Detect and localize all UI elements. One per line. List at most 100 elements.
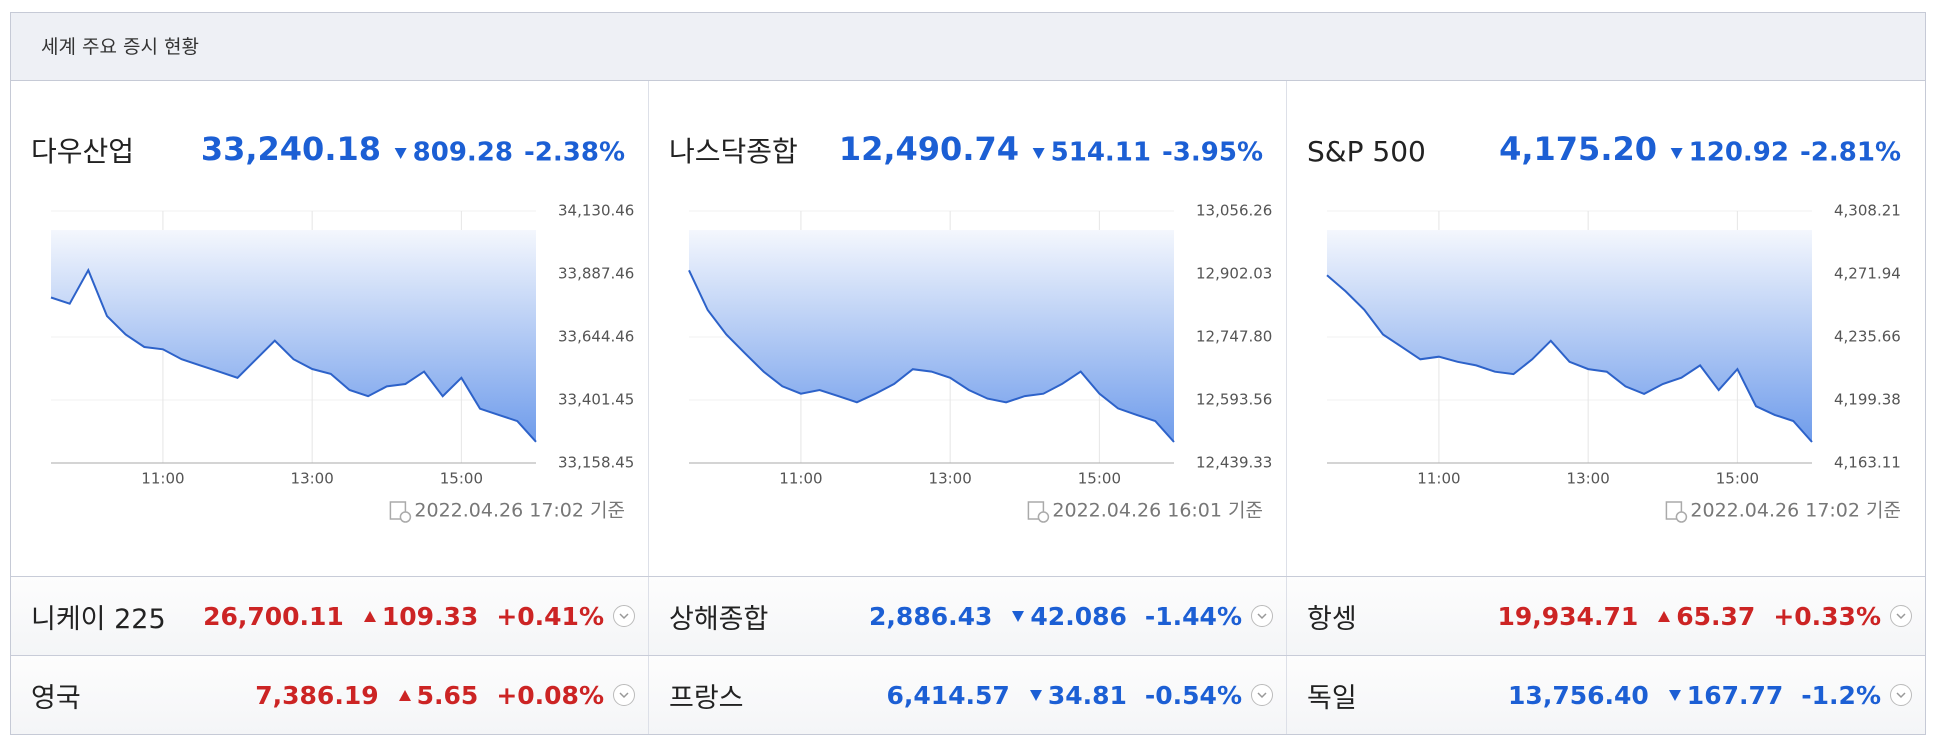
index-panel: 나스닥종합 12,490.74 -3.95% 514.11 13,056.26 12,90… bbox=[649, 81, 1287, 576]
y-tick-label: 33,401.45 bbox=[558, 391, 634, 409]
expand-button[interactable] bbox=[1889, 683, 1913, 707]
index-value: 12,490.74 bbox=[839, 130, 1019, 168]
market-value: 26,700.11 bbox=[203, 601, 344, 631]
market-name: 항셍 bbox=[1307, 603, 1357, 635]
index-name: S&P 500 bbox=[1307, 135, 1426, 168]
x-tick-label: 15:00 bbox=[440, 470, 483, 488]
market-value: 13,756.40 bbox=[1508, 680, 1649, 710]
expand-circle bbox=[1251, 684, 1273, 706]
expand-chevron bbox=[1896, 613, 1906, 620]
direction-icon bbox=[1012, 611, 1025, 622]
index-chart: 나스닥종합 12,490.74 -3.95% 514.11 13,056.26 12,90… bbox=[669, 130, 1272, 523]
expand-chevron bbox=[619, 613, 629, 620]
expand-chevron bbox=[619, 692, 629, 699]
y-tick-label: 4,308.21 bbox=[1834, 202, 1901, 220]
market-change: 109.33 bbox=[381, 601, 479, 631]
area bbox=[1327, 230, 1812, 442]
index-chart: 다우산업 33,240.18 -2.38% 809.28 34,130.46 33,887… bbox=[31, 130, 634, 523]
expand-button[interactable] bbox=[1889, 604, 1913, 628]
index-value: 4,175.20 bbox=[1499, 130, 1657, 168]
market-cell: 니케이 225 26,700.11 109.33 +0.41% bbox=[11, 577, 649, 655]
y-tick-label: 4,199.38 bbox=[1834, 391, 1901, 409]
clock-icon bbox=[399, 511, 412, 523]
clock-icon bbox=[1027, 501, 1045, 520]
as-of-time: 2022.04.26 17:02 기준 bbox=[1690, 500, 1901, 522]
market-change-pct: -0.54% bbox=[1144, 680, 1242, 710]
market-quote: 2,886.43 42.086 -1.44% bbox=[863, 602, 1242, 631]
y-tick-label: 33,644.46 bbox=[558, 327, 634, 345]
market-change: 65.37 bbox=[1676, 601, 1756, 631]
index-change-pct: -2.38% bbox=[524, 138, 625, 168]
index-change-pct: -2.81% bbox=[1800, 138, 1901, 168]
expand-button[interactable] bbox=[1250, 683, 1274, 707]
x-tick-label: 13:00 bbox=[1567, 470, 1610, 488]
market-row: 영국 7,386.19 5.65 +0.08% 프랑스 6,414.57 34.81 -0.5… bbox=[11, 655, 1925, 734]
expand-circle bbox=[613, 605, 635, 627]
up-arrow bbox=[398, 690, 411, 701]
market-change: 42.086 bbox=[1030, 601, 1127, 631]
x-tick-label: 15:00 bbox=[1078, 470, 1121, 488]
y-tick-label: 4,235.66 bbox=[1834, 328, 1901, 346]
down-arrow bbox=[1670, 148, 1683, 159]
index-change: 809.28 bbox=[413, 138, 513, 168]
as-of-time: 2022.04.26 16:01 기준 bbox=[1052, 500, 1263, 522]
direction-icon bbox=[1658, 611, 1671, 622]
expand-chevron bbox=[1257, 692, 1267, 699]
market-value: 19,934.71 bbox=[1497, 601, 1639, 631]
market-name: 독일 bbox=[1307, 682, 1357, 714]
clock-icon bbox=[1665, 501, 1683, 520]
market-change-pct: -1.2% bbox=[1801, 680, 1881, 710]
down-arrow bbox=[1012, 611, 1025, 622]
index-value: 33,240.18 bbox=[201, 130, 381, 168]
index-panel: S&P 500 4,175.20 -2.81% 120.92 4,308.21 4,271… bbox=[1287, 81, 1925, 576]
expand-circle bbox=[1890, 605, 1912, 627]
expand-button[interactable] bbox=[1250, 604, 1274, 628]
direction-icon bbox=[1029, 690, 1042, 701]
market-change: 167.77 bbox=[1686, 680, 1784, 710]
index-name: 다우산업 bbox=[31, 135, 134, 168]
index-panel: 다우산업 33,240.18 -2.38% 809.28 34,130.46 33,887… bbox=[11, 81, 649, 576]
x-tick-label: 11:00 bbox=[1417, 470, 1460, 488]
expand-button[interactable] bbox=[612, 604, 636, 628]
y-tick-label: 4,163.11 bbox=[1834, 454, 1901, 472]
market-quote: 19,934.71 65.37 +0.33% bbox=[1491, 602, 1881, 631]
expand-circle bbox=[1890, 684, 1912, 706]
market-name: 프랑스 bbox=[669, 682, 744, 714]
direction-icon bbox=[363, 611, 376, 622]
expand-button[interactable] bbox=[612, 683, 636, 707]
index-panels: 다우산업 33,240.18 -2.38% 809.28 34,130.46 33,887… bbox=[11, 81, 1925, 576]
market-row: 니케이 225 26,700.11 109.33 +0.41% 상해종합 2,886.43… bbox=[11, 576, 1925, 655]
market-cell: 프랑스 6,414.57 34.81 -0.54% bbox=[649, 656, 1287, 734]
expand-chevron bbox=[1896, 692, 1906, 699]
x-tick-label: 13:00 bbox=[929, 470, 972, 488]
expand-circle bbox=[613, 684, 635, 706]
market-change-pct: +0.33% bbox=[1773, 601, 1881, 631]
market-quote: 6,414.57 34.81 -0.54% bbox=[880, 681, 1242, 710]
direction-icon bbox=[1668, 690, 1681, 701]
market-change-pct: +0.41% bbox=[496, 601, 604, 631]
x-tick-label: 11:00 bbox=[779, 470, 822, 488]
index-change: 514.11 bbox=[1051, 138, 1151, 168]
down-arrow bbox=[394, 148, 407, 159]
line bbox=[1326, 274, 1813, 443]
line bbox=[50, 267, 537, 443]
x-tick-label: 15:00 bbox=[1716, 470, 1759, 488]
market-cell: 상해종합 2,886.43 42.086 -1.44% bbox=[649, 577, 1287, 655]
down-arrow bbox=[1032, 148, 1045, 159]
index-chart: S&P 500 4,175.20 -2.81% 120.92 4,308.21 4,271… bbox=[1307, 130, 1901, 523]
as-of-time: 2022.04.26 17:02 기준 bbox=[414, 500, 625, 522]
area bbox=[51, 230, 536, 442]
x-tick-label: 13:00 bbox=[291, 470, 334, 488]
market-quote: 26,700.11 109.33 +0.41% bbox=[197, 602, 604, 631]
market-quote: 7,386.19 5.65 +0.08% bbox=[249, 681, 604, 710]
expand-chevron bbox=[1257, 613, 1267, 620]
down-arrow bbox=[1029, 690, 1042, 701]
market-quote: 13,756.40 167.77 -1.2% bbox=[1502, 681, 1881, 710]
index-change: 120.92 bbox=[1689, 138, 1789, 168]
market-value: 2,886.43 bbox=[869, 601, 993, 631]
up-arrow bbox=[1658, 611, 1671, 622]
y-tick-label: 12,747.80 bbox=[1196, 327, 1272, 345]
y-tick-label: 33,158.45 bbox=[558, 454, 634, 472]
clock-icon bbox=[389, 501, 407, 520]
